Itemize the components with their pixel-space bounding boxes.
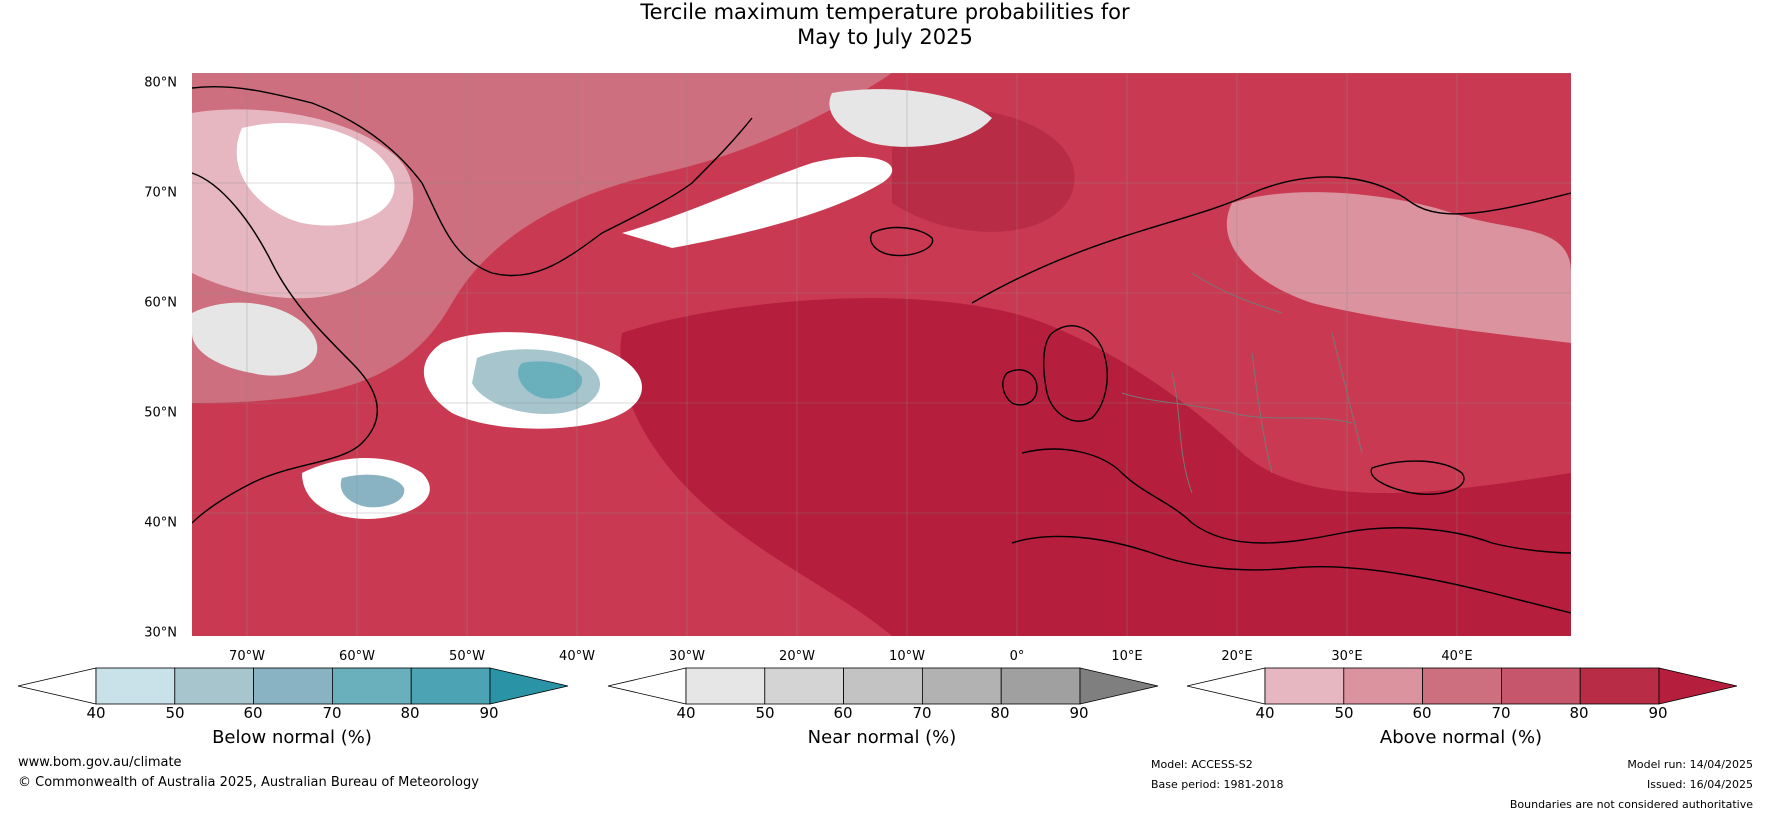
lon-label-30w: 30°W xyxy=(669,649,705,664)
colorbar-near-tick-50: 50 xyxy=(755,704,775,722)
colorbar-above-tick-80: 80 xyxy=(1569,704,1589,722)
map-zone-near-normal-1 xyxy=(192,302,318,376)
lat-label-60n: 60°N xyxy=(144,295,177,311)
colorbar-above-normal xyxy=(1186,667,1738,705)
lon-label-70w: 70°W xyxy=(229,649,265,664)
colorbar-swatch xyxy=(685,667,766,705)
colorbar-swatch xyxy=(1579,667,1660,705)
map-coastlines xyxy=(192,85,1571,614)
map-title: Tercile maximum temperature probabilitie… xyxy=(0,0,1770,50)
colorbar-near-label: Near normal (%) xyxy=(807,727,957,748)
map-title-line1: Tercile maximum temperature probabilitie… xyxy=(640,0,1130,24)
footer-model-run: Model run: 14/04/2025 xyxy=(1627,758,1753,771)
footer-copyright: © Commonwealth of Australia 2025, Austra… xyxy=(18,775,479,790)
colorbar-swatch xyxy=(921,667,1002,705)
colorbar-swatch xyxy=(843,667,923,705)
colorbar-swatch xyxy=(1000,667,1081,705)
colorbar-near-tick-70: 70 xyxy=(912,704,932,722)
colorbar-swatch xyxy=(1422,667,1502,705)
map-zone-near-normal-2 xyxy=(829,89,992,147)
colorbar-lower-extension xyxy=(1186,667,1266,705)
colorbar-near-tick-60: 60 xyxy=(833,704,853,722)
lat-label-70n: 70°N xyxy=(144,185,177,201)
colorbar-above-tick-50: 50 xyxy=(1334,704,1354,722)
colorbar-above-label: Above normal (%) xyxy=(1379,727,1543,748)
colorbar-lower-extension xyxy=(17,667,97,705)
colorbar-swatch xyxy=(95,667,176,705)
map-zone-90 xyxy=(620,298,1571,636)
colorbar-above-tick-40: 40 xyxy=(1255,704,1275,722)
lon-label-40w: 40°W xyxy=(559,649,595,664)
colorbar-near-normal xyxy=(607,667,1159,705)
lon-label-20e: 20°E xyxy=(1221,649,1253,664)
colorbar-above-tick-60: 60 xyxy=(1412,704,1432,722)
map-title-line2: May to July 2025 xyxy=(797,25,973,49)
colorbar-swatch xyxy=(1500,667,1581,705)
colorbar-svg xyxy=(1186,667,1738,705)
map-country-borders xyxy=(1121,272,1363,494)
lat-label-80n: 80°N xyxy=(144,75,177,91)
lat-label-50n: 50°N xyxy=(144,405,177,421)
lon-label-50w: 50°W xyxy=(449,649,485,664)
footer-website[interactable]: www.bom.gov.au/climate xyxy=(18,755,182,770)
colorbar-svg xyxy=(607,667,1159,705)
colorbar-below-tick-80: 80 xyxy=(400,704,420,722)
colorbar-lower-extension xyxy=(607,667,687,705)
map-zone-60-scandinavia xyxy=(1226,192,1571,343)
colorbar-svg xyxy=(17,667,569,705)
colorbar-above-tick-70: 70 xyxy=(1491,704,1511,722)
lat-label-40n: 40°N xyxy=(144,515,177,531)
colorbar-below-normal xyxy=(17,667,569,705)
colorbar-upper-extension xyxy=(1079,667,1159,705)
colorbar-upper-extension xyxy=(1658,667,1738,705)
colorbar-swatch xyxy=(253,667,333,705)
colorbar-above-tick-90: 90 xyxy=(1648,704,1668,722)
colorbar-swatch xyxy=(764,667,845,705)
colorbar-swatch xyxy=(410,667,491,705)
map-zone-white-1 xyxy=(236,123,395,226)
lon-label-30e: 30°E xyxy=(1331,649,1363,664)
colorbar-upper-extension xyxy=(489,667,569,705)
colorbar-near-tick-90: 90 xyxy=(1069,704,1089,722)
map-canvas xyxy=(192,73,1571,636)
colorbar-below-tick-40: 40 xyxy=(86,704,106,722)
lon-label-20w: 20°W xyxy=(779,649,815,664)
footer-base-period: Base period: 1981-2018 xyxy=(1151,778,1284,791)
colorbar-below-tick-50: 50 xyxy=(165,704,185,722)
lon-label-10w: 10°W xyxy=(889,649,925,664)
map-zone-white-2 xyxy=(622,156,893,248)
colorbar-below-tick-70: 70 xyxy=(322,704,342,722)
map-zone-below-80 xyxy=(518,361,583,399)
colorbar-swatch xyxy=(331,667,412,705)
colorbar-swatch xyxy=(1264,667,1345,705)
lon-label-60w: 60°W xyxy=(339,649,375,664)
lon-label-0: 0° xyxy=(1009,649,1025,664)
footer-model: Model: ACCESS-S2 xyxy=(1151,758,1253,771)
colorbar-below-tick-90: 90 xyxy=(479,704,499,722)
colorbar-near-tick-40: 40 xyxy=(676,704,696,722)
footer-issued: Issued: 16/04/2025 xyxy=(1646,778,1753,791)
lat-label-30n: 30°N xyxy=(144,625,177,641)
probability-map[interactable] xyxy=(192,73,1571,636)
lon-label-40e: 40°E xyxy=(1441,649,1473,664)
colorbar-below-tick-60: 60 xyxy=(243,704,263,722)
colorbar-swatch xyxy=(174,667,255,705)
colorbar-near-tick-80: 80 xyxy=(990,704,1010,722)
colorbar-swatch xyxy=(1343,667,1424,705)
colorbar-below-label: Below normal (%) xyxy=(212,727,372,748)
map-zone-below-70 xyxy=(340,474,405,508)
lon-label-10e: 10°E xyxy=(1111,649,1143,664)
footer-disclaimer: Boundaries are not considered authoritat… xyxy=(1509,798,1753,811)
